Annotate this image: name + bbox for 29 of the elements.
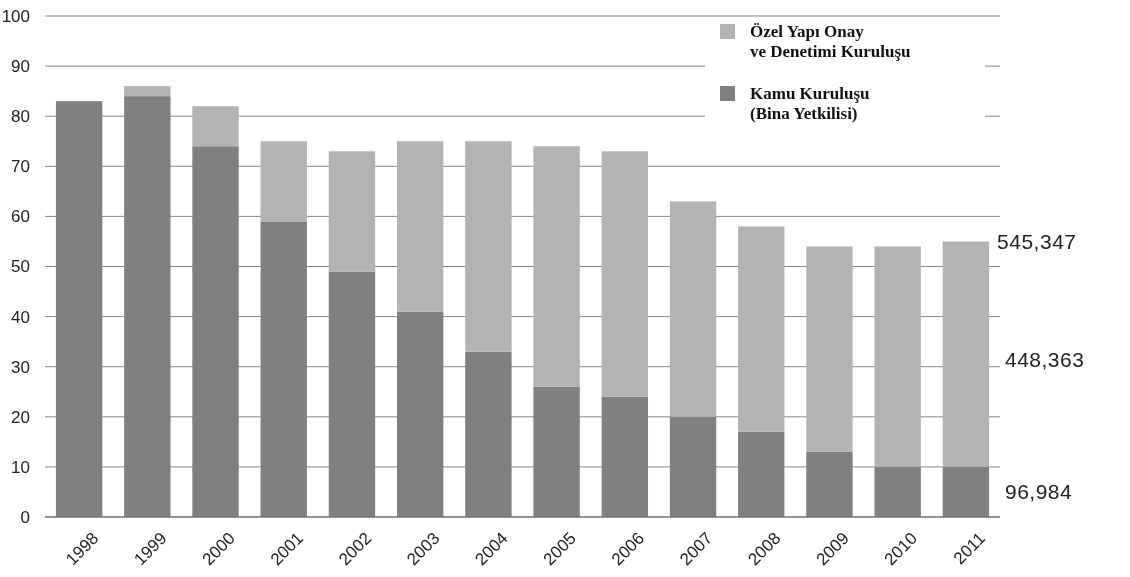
bar <box>124 86 171 97</box>
bar <box>192 106 239 147</box>
legend-label: Kamu Kuruluşu (Bina Yetkilisi) <box>750 84 870 123</box>
y-tick-label: 30 <box>11 357 30 377</box>
legend-label: Özel Yapı Onay ve Denetimi Kuruluşu <box>750 22 911 61</box>
bar <box>260 141 307 222</box>
text: 448,363 <box>1005 348 1085 372</box>
bar <box>738 226 785 432</box>
bar <box>601 151 649 397</box>
y-tick-label: 10 <box>11 457 30 477</box>
y-tick-label: 80 <box>11 107 30 127</box>
bar <box>396 141 444 312</box>
y-tick-label: 70 <box>11 157 30 177</box>
bar <box>874 246 921 467</box>
bar <box>669 201 717 417</box>
bar <box>465 141 512 352</box>
y-tick-label: 90 <box>11 57 30 77</box>
y-tick-label: 40 <box>11 307 30 327</box>
y-tick-label: 0 <box>20 507 30 527</box>
bar <box>942 241 990 467</box>
bar <box>806 246 853 452</box>
y-tick-label: 50 <box>11 257 30 277</box>
annotation: 545,347 <box>997 229 1077 253</box>
bar <box>533 146 580 387</box>
y-tick-label: 20 <box>11 407 30 427</box>
bar <box>328 151 376 272</box>
y-tick-label: 100 <box>1 6 30 26</box>
y-tick-label: 60 <box>11 207 30 227</box>
text: 96,984 <box>1005 480 1073 504</box>
